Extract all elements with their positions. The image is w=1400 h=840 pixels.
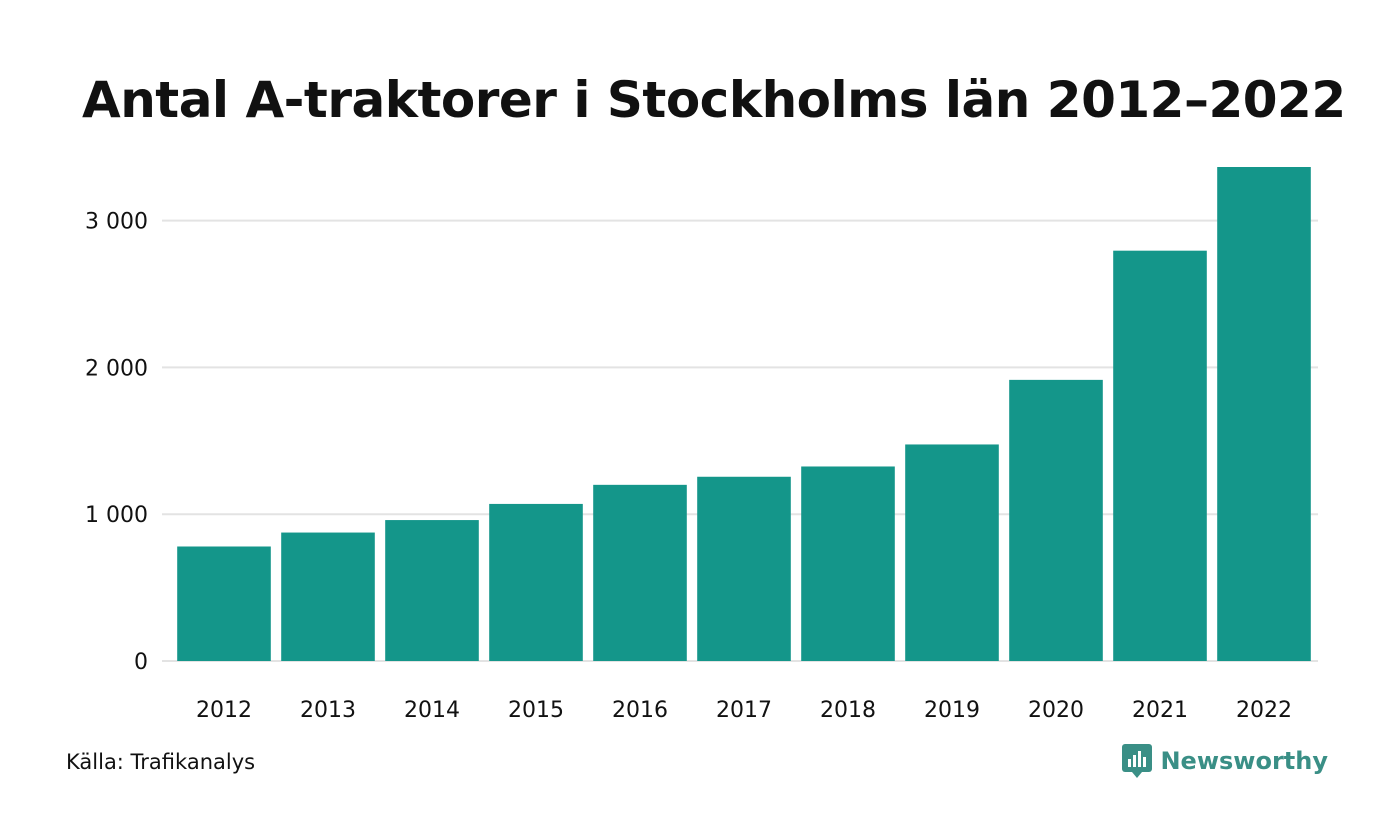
bar-2022 [1217, 167, 1311, 661]
bar-2013 [281, 532, 375, 661]
bar-2019 [905, 444, 999, 661]
bar-2012 [177, 546, 271, 661]
bar-2018 [801, 466, 895, 661]
x-tick-label: 2021 [1132, 698, 1188, 723]
chart-title: Antal A-traktorer i Stockholms län 2012–… [82, 71, 1346, 129]
bar-2015 [489, 503, 583, 661]
x-axis-ticks: 2012 2013 2014 2015 2016 2017 2018 2019 2020 2021… [196, 698, 1292, 723]
x-tick-label: 2017 [716, 698, 772, 723]
source-note: Källa: Trafikanalys [66, 750, 256, 774]
bar-2014 [385, 520, 479, 661]
bar-2017 [697, 476, 791, 661]
x-tick-label: 2018 [820, 698, 876, 723]
y-tick-label: 3 000 [85, 210, 148, 235]
x-tick-label: 2022 [1236, 698, 1292, 723]
y-tick-label: 2 000 [85, 356, 148, 381]
x-tick-label: 2015 [508, 698, 564, 723]
x-tick-label: 2013 [300, 698, 356, 723]
x-tick-label: 2020 [1028, 698, 1084, 723]
brand: Newsworthy [1122, 744, 1328, 778]
brand-name: Newsworthy [1160, 747, 1328, 775]
bar-2020 [1009, 379, 1103, 661]
x-tick-label: 2016 [612, 698, 668, 723]
newsworthy-logo-icon [1122, 744, 1153, 778]
bar-2021 [1113, 250, 1207, 661]
x-tick-label: 2019 [924, 698, 980, 723]
y-tick-label: 0 [134, 650, 148, 675]
y-tick-label: 1 000 [85, 503, 148, 528]
bar-2016 [593, 484, 687, 661]
x-tick-label: 2014 [404, 698, 460, 723]
bars [177, 167, 1311, 661]
y-axis-ticks: 0 1 000 2 000 3 000 [85, 210, 148, 675]
x-tick-label: 2012 [196, 698, 252, 723]
